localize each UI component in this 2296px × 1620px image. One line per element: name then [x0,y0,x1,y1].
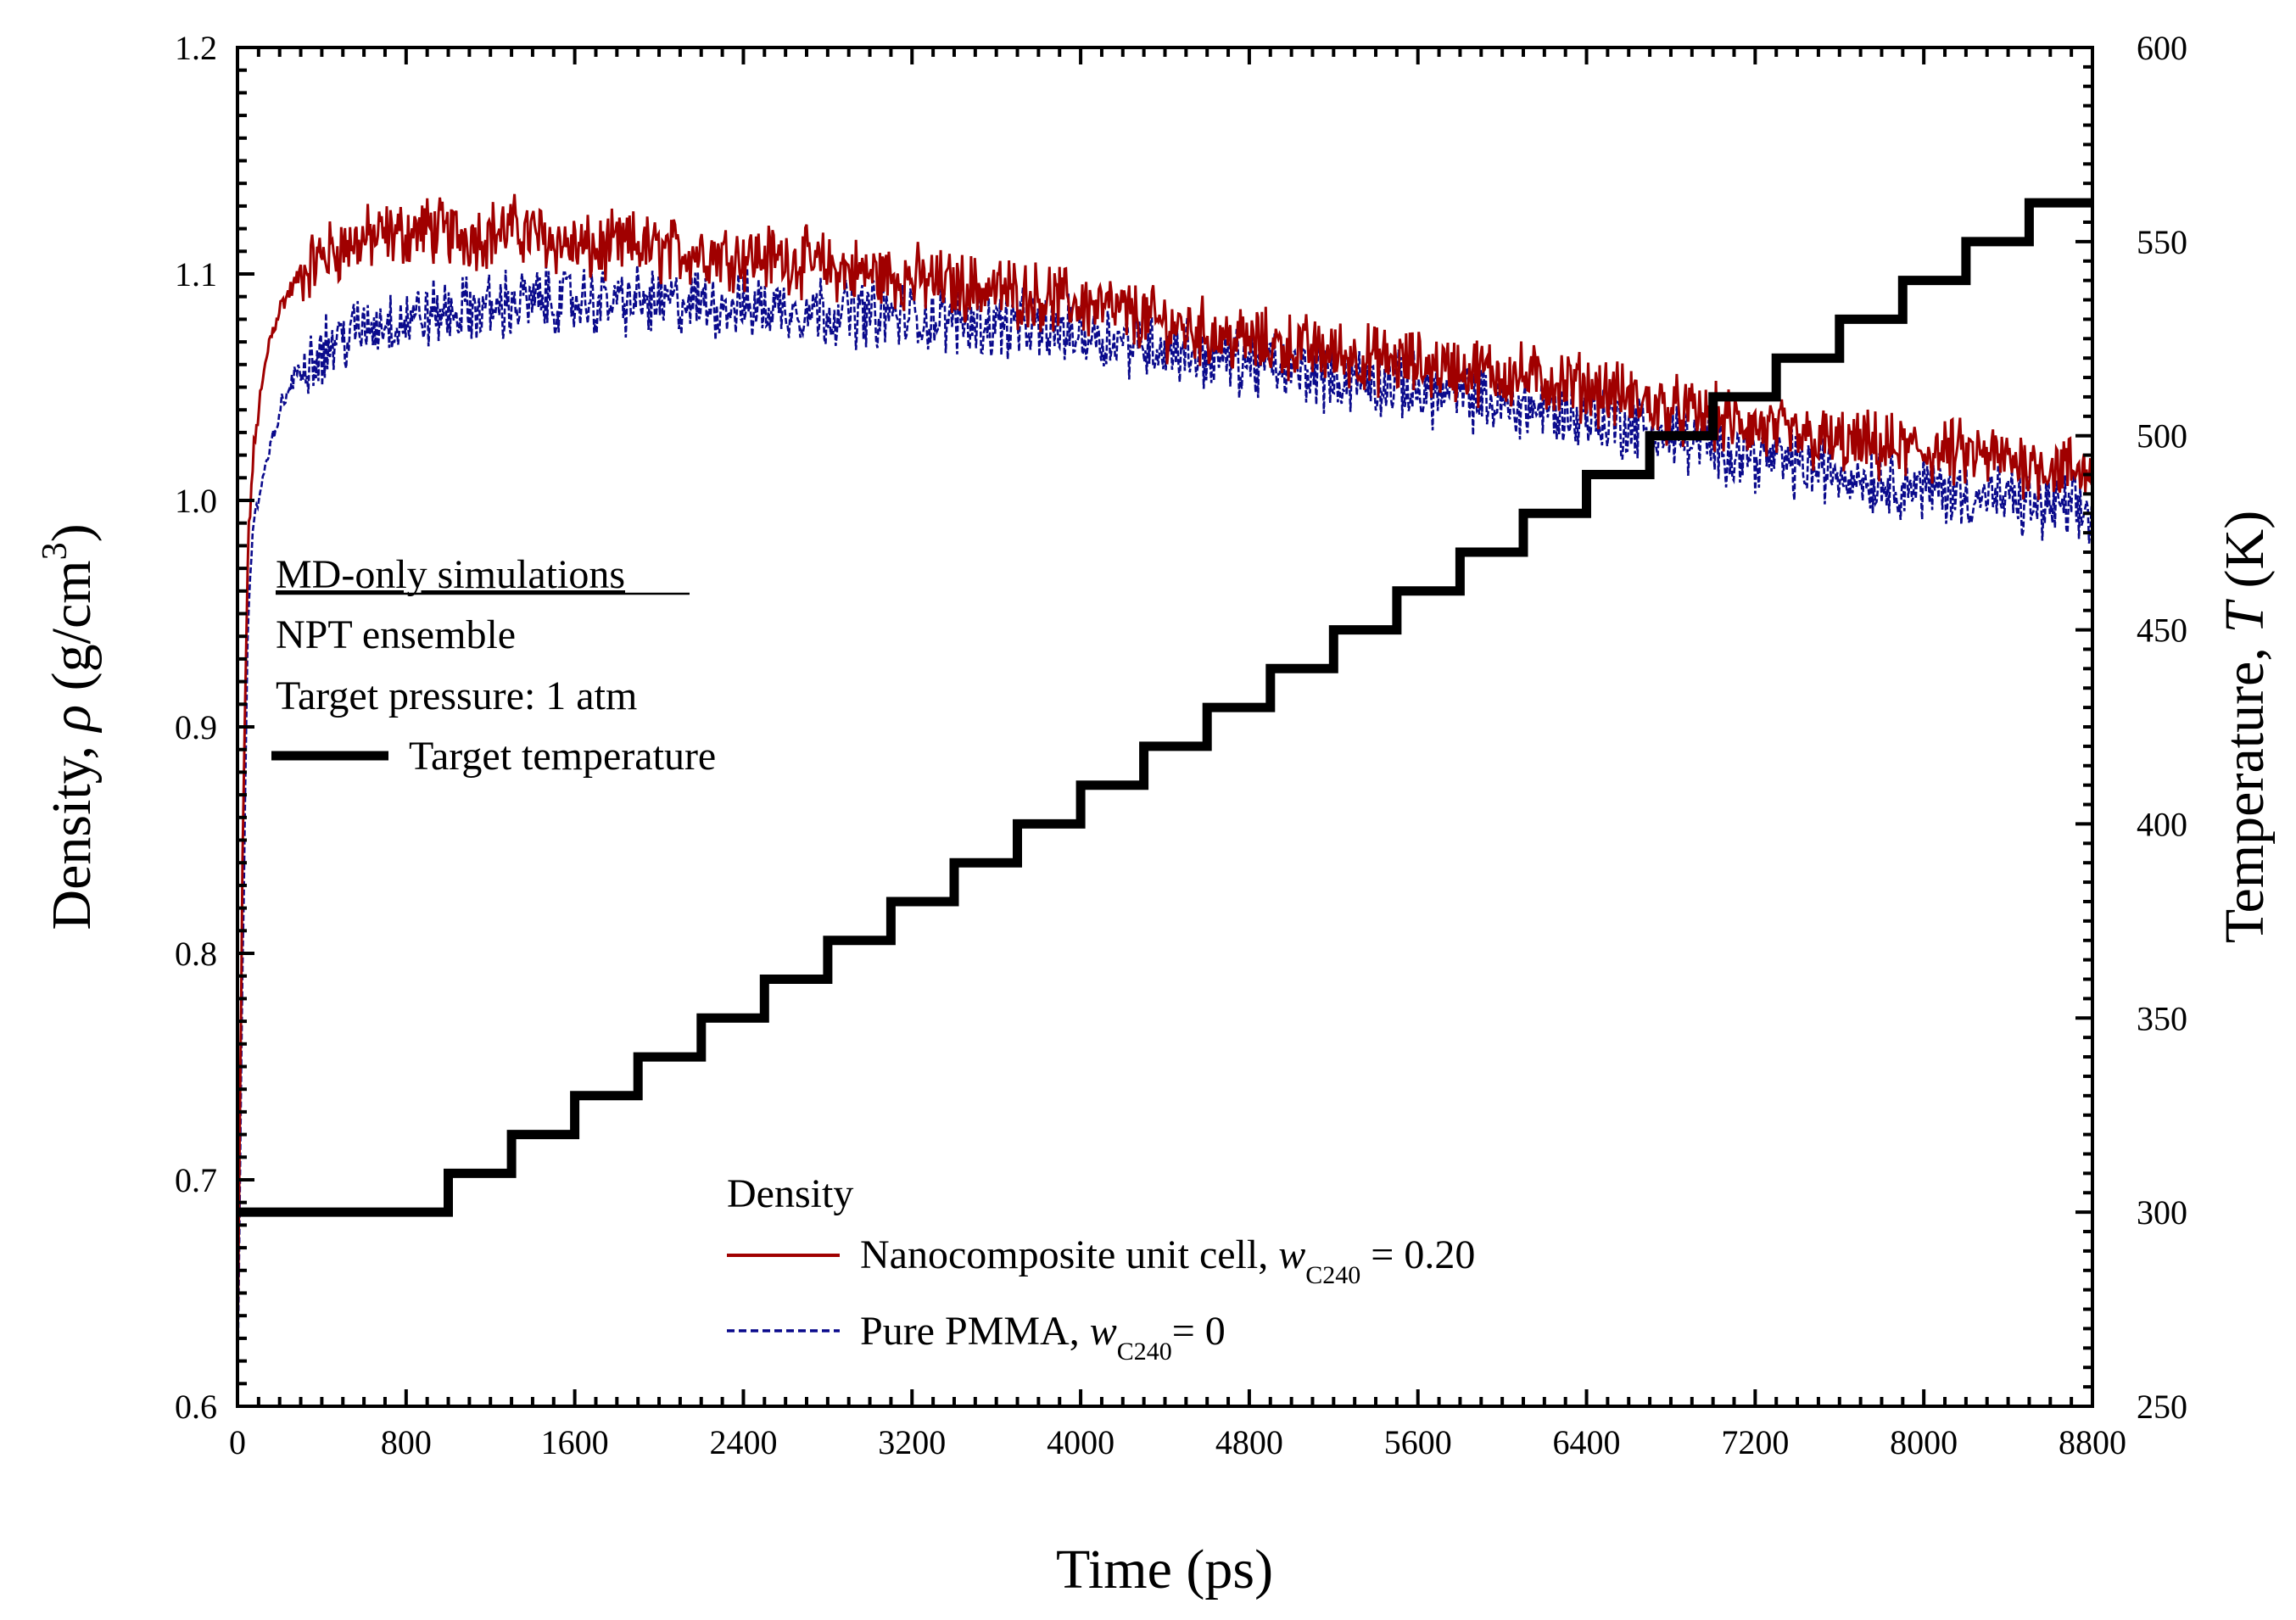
legend-pmma-sub: C240 [1117,1338,1172,1366]
tick-layer [236,46,2094,1408]
y-right-title-prefix: Temperature, [2214,634,2276,944]
x-tick-label: 3200 [878,1423,946,1461]
y-left-tick-label: 1.1 [175,255,217,293]
y-left-title-unit: (g/cm [41,560,103,704]
legend-pmma-var: w [1090,1309,1117,1354]
y-left-tick-label: 1.2 [175,29,217,67]
legend-pmma-prefix: Pure PMMA, [860,1309,1090,1354]
legend-nanocomposite-prefix: Nanocomposite unit cell, [860,1232,1278,1277]
legend-nanocomposite-var: w [1278,1232,1305,1277]
x-tick-label: 0 [229,1423,246,1461]
y-left-tick-label: 0.8 [175,935,217,973]
x-tick-label: 6400 [1553,1423,1621,1461]
y-right-tick-label: 600 [2137,29,2187,67]
legend-nanocomposite-label: Nanocomposite unit cell, wC240 = 0.20 [860,1232,1475,1289]
annotation-line-3: Target pressure: 1 atm [276,673,637,718]
y-right-tick-label: 550 [2137,223,2187,261]
y-right-tick-label: 400 [2137,805,2187,843]
legend-density-title: Density [727,1171,853,1216]
plot-frame [236,46,2094,1408]
y-right-tick-label: 450 [2137,612,2187,650]
series-pure-pmma [237,265,2092,1388]
y-left-axis-title: Density, ρ (g/cm3) [36,523,103,930]
y-right-title-symbol: T [2214,599,2276,634]
x-axis-title: Time (ps) [1056,1539,1273,1600]
x-tick-label: 8000 [1890,1423,1958,1461]
y-right-tick-label: 300 [2137,1193,2187,1232]
legend-nanocomposite-sub: C240 [1305,1261,1360,1289]
x-tick-label: 2400 [709,1423,777,1461]
legend-pmma-suffix: = 0 [1172,1309,1226,1354]
y-right-tick-label: 500 [2137,417,2187,455]
y-left-title-suffix: ) [41,523,103,542]
x-tick-label: 1600 [541,1423,609,1461]
legend-target-temperature-label: Target temperature [409,734,716,779]
y-right-tick-labels: 250 300 350 400 450 500 550 600 [2137,29,2187,1426]
series-nanocomposite [237,193,2092,1360]
y-left-title-symbol: ρ [41,705,103,734]
x-tick-label: 8800 [2059,1423,2126,1461]
y-left-tick-label: 0.7 [175,1161,217,1199]
series-layer [237,193,2092,1388]
y-left-title-exponent: 3 [36,542,75,560]
series-target-temperature [237,198,2092,1217]
x-tick-labels: 0 800 1600 2400 3200 4000 4800 5600 6400 7200 8000… [229,1423,2126,1461]
x-tick-label: 4800 [1215,1423,1283,1461]
y-right-axis-title: Temperature, T (K) [2214,511,2276,943]
y-left-tick-labels: 0.6 0.7 0.8 0.9 1.0 1.1 1.2 [175,29,217,1426]
x-tick-label: 7200 [1721,1423,1789,1461]
legend-nanocomposite-suffix: = 0.20 [1360,1232,1475,1277]
y-right-tick-label: 350 [2137,999,2187,1037]
x-tick-label: 5600 [1384,1423,1452,1461]
y-left-title-prefix: Density, [41,732,103,930]
annotation-line-2: NPT ensemble [276,612,516,657]
annotation-line-1: MD-only simulations [276,552,625,597]
legend-pmma-label: Pure PMMA, wC240= 0 [860,1309,1226,1366]
y-left-tick-label: 0.9 [175,708,217,746]
y-left-tick-label: 0.6 [175,1388,217,1426]
y-left-tick-label: 1.0 [175,482,217,520]
x-tick-label: 800 [381,1423,432,1461]
y-right-title-suffix: (K) [2214,511,2276,602]
y-right-tick-label: 250 [2137,1388,2187,1426]
x-tick-label: 4000 [1047,1423,1114,1461]
